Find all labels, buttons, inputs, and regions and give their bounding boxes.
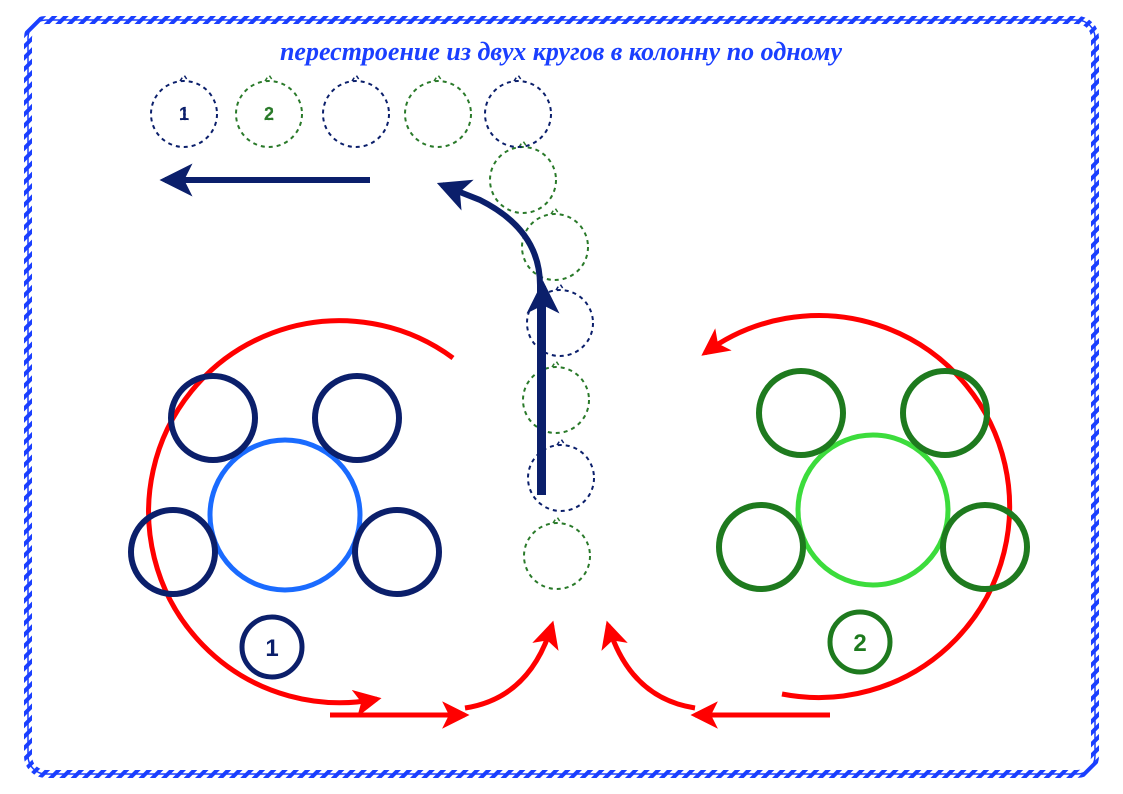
group-label-2: 2 [853,630,866,657]
navy-arrow-1 [442,185,540,495]
dashed-circle-5 [490,147,556,213]
outer-circle-1-1 [315,376,399,460]
red-arrow-curve-0 [465,625,552,708]
dashed-circle-label-10: 1 [179,104,189,124]
dashed-circle-label-9: 2 [264,104,274,124]
outer-circle-1-0 [171,376,255,460]
dashed-circle-2 [523,367,589,433]
outer-circle-1-2 [131,510,215,594]
center-circle-2 [798,435,948,585]
center-circle-1 [210,440,360,590]
dashed-circle-3 [527,290,593,356]
outer-circle-2-1 [903,371,987,455]
outer-circle-2-3 [943,505,1027,589]
dashed-circle-8 [323,81,389,147]
dashed-circle-6 [485,81,551,147]
dashed-circle-7 [405,81,471,147]
dashed-circle-0 [524,523,590,589]
outer-circle-2-2 [719,505,803,589]
outer-circle-2-0 [759,371,843,455]
group-label-1: 1 [265,635,278,662]
red-arrow-curve-1 [608,625,695,708]
diagram-title: перестроение из двух кругов в колонну по… [280,37,843,66]
outer-circle-1-3 [355,510,439,594]
